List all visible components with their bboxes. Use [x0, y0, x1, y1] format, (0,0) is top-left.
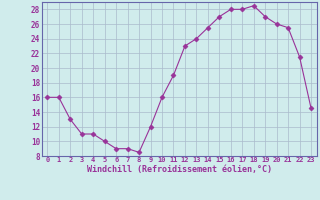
X-axis label: Windchill (Refroidissement éolien,°C): Windchill (Refroidissement éolien,°C)	[87, 165, 272, 174]
